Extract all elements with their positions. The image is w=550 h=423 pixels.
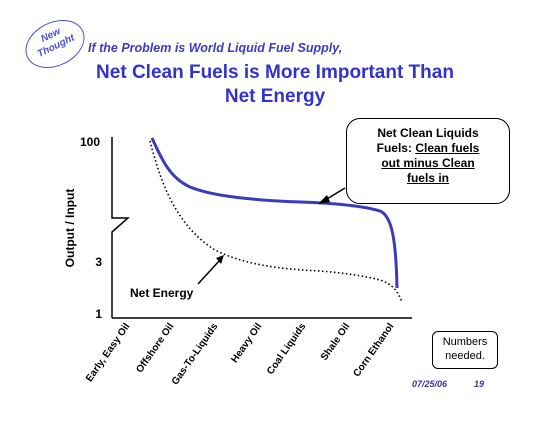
footer-date: 07/25/06 <box>412 379 448 389</box>
callout-arrowhead <box>318 195 330 204</box>
callout-line-2: Fuels: Clean fuels <box>353 141 503 156</box>
callout-line-4: fuels in <box>406 171 449 185</box>
slide-title-line-2: Net Energy <box>224 86 326 107</box>
numbers-needed-text: Numbers needed. <box>433 335 497 363</box>
x-tick-labels: Early, Easy Oil Offshore OilGas-To-Liquid… <box>84 321 397 387</box>
x-tick-label: Shale Oil <box>319 321 353 363</box>
x-tick-label: Heavy Oil <box>229 321 264 365</box>
y-axis-label: Output / Input <box>63 189 77 268</box>
series-line-net-clean-fuels <box>150 137 399 289</box>
x-tick-label: Corn Ethanol <box>351 321 396 379</box>
callout-box: Net Clean Liquids Fuels: Clean fuels out… <box>346 118 510 204</box>
net-energy-arrow <box>197 259 221 285</box>
callout-text: Net Clean Liquids Fuels: Clean fuels out… <box>353 126 503 186</box>
series-label-net-energy: Net Energy <box>130 286 194 300</box>
numbers-line-2: needed. <box>445 350 485 362</box>
callout-line-2-underlined: Clean fuels <box>415 141 480 155</box>
x-tick-label: Coal Liquids <box>265 321 309 377</box>
y-tick-label: 3 <box>95 255 102 269</box>
slide-title-line-1: Net Clean Fuels is More Important Than <box>96 62 454 83</box>
series-line-net-energy <box>149 140 403 303</box>
x-tick-label: Early, Easy Oil <box>84 321 133 384</box>
y-tick-label: 1 <box>95 307 102 321</box>
callout-line-3: out minus Clean <box>381 156 475 170</box>
y-axis <box>111 137 130 318</box>
numbers-line-1: Numbers <box>442 336 488 348</box>
callout-line-1: Net Clean Liquids <box>377 126 479 140</box>
x-tick-label: Gas-To-Liquids <box>170 321 221 387</box>
net-energy-arrowhead <box>216 255 224 264</box>
y-tick-label: 100 <box>80 135 100 149</box>
footer-page-number: 19 <box>474 379 485 389</box>
x-tick-label: Offshore Oil <box>134 321 176 375</box>
slide-subtitle: If the Problem is World Liquid Fuel Supp… <box>88 41 343 55</box>
numbers-needed-box: Numbers needed. <box>432 331 498 369</box>
callout-line-2-prefix: Fuels: <box>376 141 416 155</box>
